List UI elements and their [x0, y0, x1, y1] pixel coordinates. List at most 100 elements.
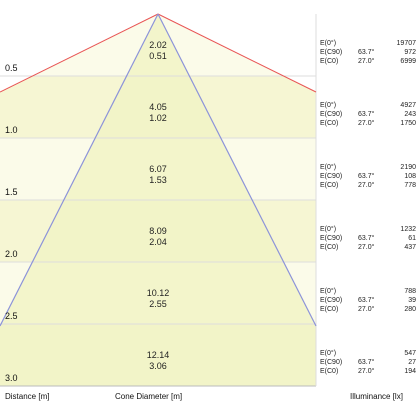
cone-values: 6.07 1.53 — [128, 164, 188, 186]
illuminance-readings: E(0°) 547 E(C90) 63.7° 27 E(C0) 27.0° 194 — [320, 350, 416, 376]
beam-edge-right — [157, 13, 317, 93]
reading-value: 61 — [408, 234, 416, 242]
reading-value: 4927 — [400, 102, 416, 109]
illuminance-axis-label: Illuminance [lx] — [350, 392, 403, 401]
reading-label: E(0°) — [320, 288, 337, 295]
reading-label: E(C0) — [320, 243, 339, 251]
reading-value: 6999 — [400, 57, 416, 65]
reading-label: E(C90) — [320, 296, 343, 304]
cone-values: 8.09 2.04 — [128, 226, 188, 248]
reading-value: 778 — [404, 181, 416, 189]
reading-value: 243 — [404, 110, 416, 118]
reading-angle: 27.0° — [358, 305, 375, 313]
reading-label: E(C90) — [320, 358, 343, 366]
cone-diameter-value: 12.14 — [146, 350, 170, 360]
illuminance-reading: E(C0) 27.0° 778 — [320, 182, 416, 191]
reading-angle: 27.0° — [358, 119, 375, 127]
reading-value: 27 — [408, 358, 416, 366]
reading-label: E(C90) — [320, 172, 343, 180]
cone-values: 12.14 3.06 — [128, 350, 188, 372]
illuminated-area-value: 2.04 — [149, 237, 167, 247]
reading-label: E(C90) — [320, 110, 343, 118]
reading-angle: 27.0° — [358, 57, 375, 65]
reading-label: E(C0) — [320, 305, 339, 313]
illuminance-reading: E(C0) 27.0° 6999 — [320, 58, 416, 67]
illuminated-area-value: 1.53 — [149, 175, 167, 185]
distance-label: 1.5 — [5, 187, 18, 197]
reading-angle: 63.7° — [358, 110, 375, 118]
illuminance-reading: E(0°) 547 — [320, 350, 416, 359]
reading-value: 39 — [408, 296, 416, 304]
reading-angle: 63.7° — [358, 234, 375, 242]
reading-label: E(C90) — [320, 48, 343, 56]
reading-value: 437 — [404, 243, 416, 251]
illuminance-reading: E(C90) 63.7° 39 — [320, 297, 416, 306]
cone-diameter-axis-label: Cone Diameter [m] — [115, 392, 183, 401]
reading-label: E(C90) — [320, 234, 343, 242]
illuminance-reading: E(C0) 27.0° 437 — [320, 244, 416, 253]
reading-label: E(C0) — [320, 367, 339, 375]
illuminance-reading: E(0°) 1232 — [320, 226, 416, 235]
illuminance-reading: E(0°) 4927 — [320, 102, 416, 111]
distance-label: 1.0 — [5, 125, 18, 135]
cone-diameter-value: 8.09 — [149, 226, 167, 236]
illuminated-area-value: 1.02 — [149, 113, 167, 123]
illuminance-reading: E(C0) 27.0° 194 — [320, 368, 416, 377]
distance-axis-label: Distance [m] — [5, 392, 50, 401]
illuminance-reading: E(C90) 63.7° 972 — [320, 49, 416, 58]
cone-diameter-value: 4.05 — [149, 102, 167, 112]
reading-label: E(0°) — [320, 164, 337, 171]
illuminance-readings: E(0°) 19707 E(C90) 63.7° 972 E(C0) 27.0° 6999 — [320, 40, 416, 66]
reading-label: E(C0) — [320, 57, 339, 65]
reading-value: 972 — [404, 48, 416, 56]
reading-label: E(0°) — [320, 40, 337, 47]
illuminance-reading: E(C90) 63.7° 108 — [320, 173, 416, 182]
distance-label: 2.0 — [5, 249, 18, 259]
illuminance-readings: E(0°) 1232 E(C90) 63.7° 61 E(C0) 27.0° 437 — [320, 226, 416, 252]
reading-label: E(C0) — [320, 181, 339, 189]
illuminance-reading: E(C0) 27.0° 280 — [320, 306, 416, 315]
distance-label: 0.5 — [5, 63, 18, 73]
reading-angle: 63.7° — [358, 48, 375, 56]
reading-value: 1232 — [400, 226, 416, 233]
reading-angle: 63.7° — [358, 296, 375, 304]
illuminance-reading: E(0°) 788 — [320, 288, 416, 297]
illuminance-reading: E(0°) 2190 — [320, 164, 416, 173]
reading-value: 547 — [404, 350, 416, 357]
reading-angle: 27.0° — [358, 243, 375, 251]
reading-angle: 27.0° — [358, 181, 375, 189]
distance-label: 3.0 — [5, 373, 18, 383]
reading-value: 788 — [404, 288, 416, 295]
illuminance-readings: E(0°) 788 E(C90) 63.7° 39 E(C0) 27.0° 280 — [320, 288, 416, 314]
reading-value: 2190 — [400, 164, 416, 171]
reading-label: E(0°) — [320, 350, 337, 357]
reading-value: 1750 — [400, 119, 416, 127]
illuminance-reading: E(C90) 63.7° 27 — [320, 359, 416, 368]
reading-angle: 63.7° — [358, 358, 375, 366]
reading-label: E(C0) — [320, 119, 339, 127]
cone-values: 4.05 1.02 — [128, 102, 188, 124]
illuminance-readings: E(0°) 4927 E(C90) 63.7° 243 E(C0) 27.0° 1750 — [320, 102, 416, 128]
illuminated-area-value: 2.55 — [149, 299, 167, 309]
reading-value: 108 — [404, 172, 416, 180]
illuminance-readings: E(0°) 2190 E(C90) 63.7° 108 E(C0) 27.0° 778 — [320, 164, 416, 190]
cone-edge-right — [157, 13, 317, 327]
beam-edge-left — [0, 13, 159, 93]
reading-value: 19707 — [396, 40, 416, 47]
cone-edge-left — [0, 13, 159, 327]
cone-diameter-value: 6.07 — [149, 164, 167, 174]
reading-angle: 27.0° — [358, 367, 375, 375]
reading-value: 194 — [404, 367, 416, 375]
cone-diameter-value: 2.02 — [149, 40, 167, 50]
illuminated-area-value: 0.51 — [149, 51, 167, 61]
illuminated-area-value: 3.06 — [149, 361, 167, 371]
reading-label: E(0°) — [320, 102, 337, 109]
distance-label: 2.5 — [5, 311, 18, 321]
reading-value: 280 — [404, 305, 416, 313]
cone-values: 10.12 2.55 — [128, 288, 188, 310]
illuminance-reading: E(C0) 27.0° 1750 — [320, 120, 416, 129]
illuminance-reading: E(C90) 63.7° 243 — [320, 111, 416, 120]
illuminance-reading: E(0°) 19707 — [320, 40, 416, 49]
